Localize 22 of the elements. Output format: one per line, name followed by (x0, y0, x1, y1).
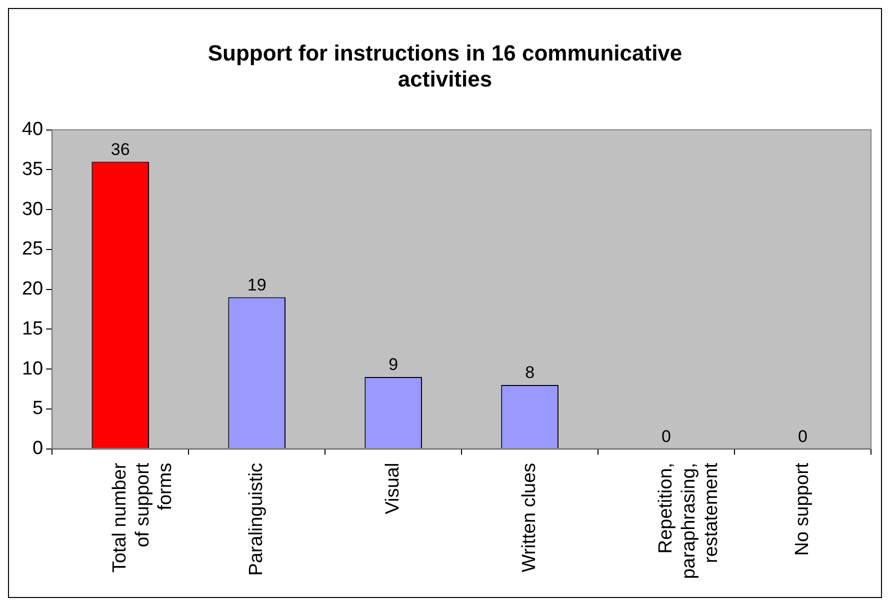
y-tick-label: 40 (22, 119, 44, 140)
x-tick-label: Written clues (519, 462, 540, 572)
data-label: 19 (247, 275, 266, 294)
data-label: 8 (525, 363, 535, 382)
data-label: 0 (662, 427, 672, 446)
y-tick-label: 20 (22, 278, 44, 300)
y-tick-label: 15 (22, 318, 44, 340)
x-tick-label: No support (792, 462, 813, 556)
y-tick-label: 5 (32, 398, 44, 420)
data-label: 36 (110, 140, 130, 159)
y-tick-label: 25 (22, 238, 44, 260)
x-tick-label: Visual (382, 462, 404, 514)
data-label: 9 (388, 355, 398, 374)
x-tick-label: Total number of support forms (110, 462, 176, 573)
x-tick-label: Paralinguistic (246, 462, 268, 576)
y-tick-label: 10 (22, 358, 44, 380)
y-tick-label: 35 (22, 158, 44, 180)
y-tick-label: 0 (32, 438, 44, 460)
x-tick-label: Repetition, paraphrasing, restatement (656, 462, 722, 580)
data-label: 0 (798, 427, 808, 446)
chart-title: Support for instructions in 16 communicative activities (208, 40, 682, 92)
y-tick-label: 30 (22, 198, 44, 220)
